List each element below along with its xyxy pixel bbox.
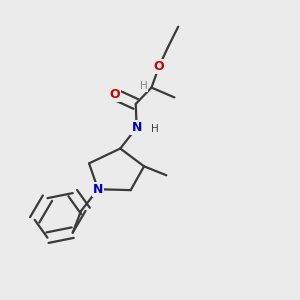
Text: O: O [154,60,164,73]
Text: O: O [109,88,120,100]
Text: N: N [93,183,103,196]
Text: N: N [131,121,142,134]
Text: O: O [154,60,164,73]
Text: H: H [140,81,148,91]
Text: N: N [131,121,142,134]
Text: H: H [151,124,159,134]
Text: O: O [109,88,120,100]
Text: N: N [93,183,103,196]
